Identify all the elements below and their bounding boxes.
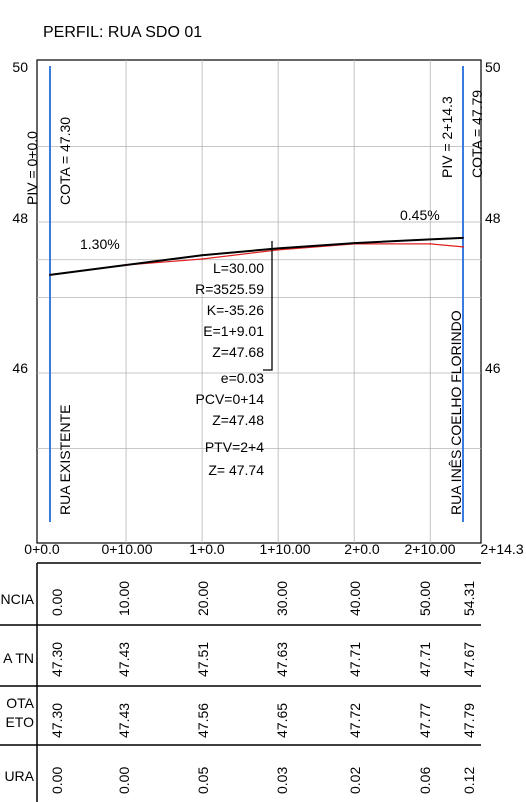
- profile-title: PERFIL: RUA SDO 01: [43, 24, 202, 41]
- cell-altura-0: 0.00: [49, 767, 65, 794]
- cell-cota-tn-1: 47.43: [116, 642, 132, 677]
- right-axis-label-48: 48: [485, 210, 501, 226]
- cota-end-label: COTA = 47.79: [469, 90, 485, 178]
- row-label-altura: URA: [4, 768, 34, 784]
- cell-altura-5: 0.06: [417, 767, 433, 794]
- curve-info-pcv-z: Z=47.48: [212, 412, 264, 428]
- station-label-0: 0+0.0: [24, 541, 60, 557]
- station-label-4: 2+0.0: [344, 541, 380, 557]
- project-point-1: [125, 264, 127, 266]
- plot-frame: [36, 59, 482, 544]
- cell-cota-tn-5: 47.71: [417, 642, 433, 677]
- row-label-projeto: ETO: [5, 714, 34, 730]
- right-axis-label-50: 50: [485, 59, 501, 75]
- cell-altura-6: 0.12: [461, 767, 477, 794]
- cell-cota-projeto-1: 47.43: [116, 703, 132, 738]
- terrain-point-3: [277, 249, 279, 251]
- left-axis-label-50: 50: [12, 59, 28, 75]
- slope-left-label: 1.30%: [80, 236, 120, 252]
- curve-info-ptv: PTV=2+4: [205, 439, 264, 455]
- curve-info-e-station: E=1+9.01: [203, 323, 264, 339]
- cell-cota-tn-4: 47.71: [347, 642, 363, 677]
- curve-info-z: Z=47.68: [212, 344, 264, 360]
- station-label-2: 1+0.0: [189, 541, 225, 557]
- cell-cota-tn-6: 47.67: [461, 642, 477, 677]
- left-axis-label-48: 48: [12, 210, 28, 226]
- terrain-point-2: [201, 258, 204, 260]
- cell-distancia-5: 50.00: [417, 581, 433, 616]
- left-axis-label-46: 46: [12, 360, 28, 376]
- station-label-6: 2+14.3: [480, 541, 523, 557]
- cell-altura-3: 0.03: [274, 767, 290, 794]
- curve-info-l: L=30.00: [213, 260, 264, 276]
- cell-cota-projeto-4: 47.72: [347, 703, 363, 738]
- piv-start-label: PIV = 0+0.0: [24, 131, 40, 205]
- cell-distancia-1: 10.00: [116, 581, 132, 616]
- data-table: [0, 562, 481, 802]
- project-point-3: [277, 247, 279, 250]
- cell-distancia-0: 0.00: [49, 589, 65, 616]
- grid: [37, 60, 481, 543]
- curve-info-r: R=3525.59: [195, 281, 264, 297]
- curve-leader-line: [263, 241, 273, 371]
- right-axis-label-46: 46: [485, 360, 501, 376]
- curve-info-pcv: PCV=0+14: [196, 391, 265, 407]
- project-point-0: [49, 274, 51, 276]
- project-point-6: [462, 237, 464, 239]
- curve-info-e: e=0.03: [221, 370, 264, 386]
- curve-info-k: K=-35.26: [207, 302, 264, 318]
- curve-info-ptv-z: Z= 47.74: [208, 462, 264, 478]
- cell-distancia-3: 30.00: [274, 581, 290, 616]
- row-label-cota: OTA: [6, 695, 34, 711]
- project-point-2: [201, 254, 204, 257]
- cell-cota-tn-2: 47.51: [195, 642, 211, 677]
- row-label-distancia: NCIA: [1, 591, 35, 607]
- cell-cota-tn-0: 47.30: [49, 642, 65, 677]
- station-label-5: 2+10.00: [405, 541, 456, 557]
- cell-cota-projeto-5: 47.77: [417, 703, 433, 738]
- station-labels: 0+0.0 0+10.00 1+0.0 1+10.00 2+0.0 2+10.0…: [24, 541, 524, 557]
- cell-altura-4: 0.02: [347, 767, 363, 794]
- curve-info-block: L=30.00 R=3525.59 K=-35.26 E=1+9.01 Z=47…: [195, 260, 264, 478]
- cell-cota-projeto-0: 47.30: [49, 703, 65, 738]
- cell-distancia-6: 54.31: [461, 581, 477, 616]
- cell-altura-2: 0.05: [195, 767, 211, 794]
- street-left-label: RUA EXISTENTE: [57, 405, 73, 515]
- slope-right-label: 0.45%: [400, 207, 440, 223]
- terrain-point-6: [462, 246, 464, 248]
- cell-cota-tn-3: 47.63: [274, 642, 290, 677]
- table-values: 0.00 10.00 20.00 30.00 40.00 50.00 54.31 47.30 4…: [49, 581, 477, 794]
- cell-altura-1: 0.00: [116, 767, 132, 794]
- cell-cota-projeto-3: 47.65: [274, 703, 290, 738]
- station-label-1: 0+10.00: [102, 541, 153, 557]
- project-point-4: [353, 242, 356, 245]
- profile-points: [49, 237, 464, 276]
- row-label-cota-tn: A TN: [3, 650, 34, 666]
- cell-cota-projeto-2: 47.56: [195, 703, 211, 738]
- project-point-5: [429, 238, 432, 241]
- cell-cota-projeto-6: 47.79: [461, 703, 477, 738]
- terrain-point-5: [429, 243, 432, 245]
- street-right-label: RUA INÊS COELHO FLORINDO: [448, 310, 464, 515]
- cell-distancia-4: 40.00: [347, 581, 363, 616]
- cota-start-label: COTA = 47.30: [57, 117, 73, 205]
- cell-distancia-2: 20.00: [195, 581, 211, 616]
- station-label-3: 1+10.00: [260, 541, 311, 557]
- piv-end-label: PIV = 2+14.3: [439, 96, 455, 178]
